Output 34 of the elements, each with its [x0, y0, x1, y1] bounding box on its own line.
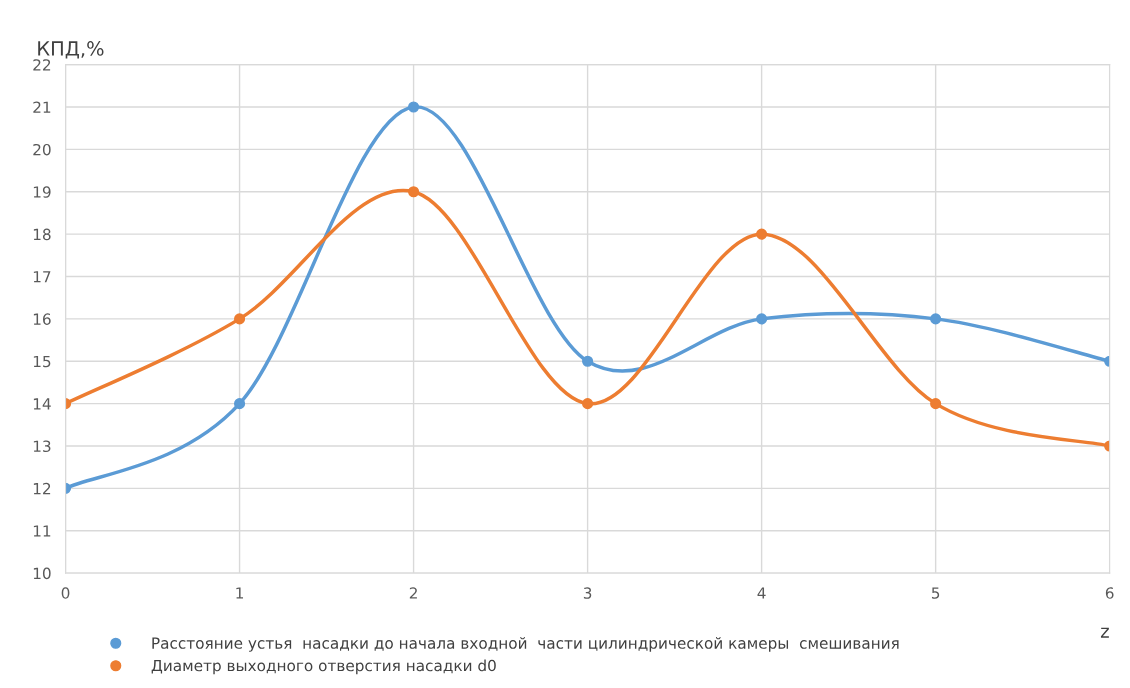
point — [582, 398, 594, 410]
point — [408, 186, 420, 198]
y-tick-label: 10 — [33, 567, 51, 580]
x-tick-label: 4 — [757, 587, 766, 599]
y-axis-title: КПД,% — [38, 41, 104, 59]
x-tick-label: 1 — [236, 587, 244, 599]
y-tick-label: 17 — [33, 271, 51, 283]
x-tick-label: 6 — [1105, 587, 1114, 599]
y-tick-label: 19 — [33, 186, 51, 198]
y-tick-label: 11 — [33, 525, 51, 537]
point — [930, 313, 942, 325]
x-tick-label: 2 — [409, 587, 417, 599]
y-tick-label: 20 — [33, 143, 51, 156]
x-tick-label: 0 — [61, 587, 70, 599]
legend-label: Расстояние устья насадки до начала входной части цилиндрической камеры смешивания — [152, 637, 899, 652]
point — [408, 101, 420, 113]
y-tick-label: 16 — [33, 313, 51, 325]
y-tick-label: 14 — [33, 398, 51, 410]
point — [582, 355, 594, 367]
point — [756, 228, 768, 240]
x-tick-label: 3 — [583, 587, 592, 599]
x-tick-label: 5 — [931, 587, 940, 599]
y-tick-label: 18 — [33, 228, 51, 241]
y-tick-label: 12 — [33, 482, 51, 495]
point — [234, 398, 246, 410]
point — [930, 398, 942, 410]
point — [756, 313, 768, 325]
y-tick-label: 22 — [33, 59, 51, 71]
point — [234, 313, 246, 325]
x-axis-title: z — [1100, 627, 1109, 638]
y-tick-label: 13 — [33, 440, 51, 453]
y-tick-label: 21 — [33, 101, 51, 113]
y-tick-label: 15 — [33, 355, 51, 368]
legend-label: Диаметр выходного отверстия насадки d0 — [151, 659, 496, 675]
